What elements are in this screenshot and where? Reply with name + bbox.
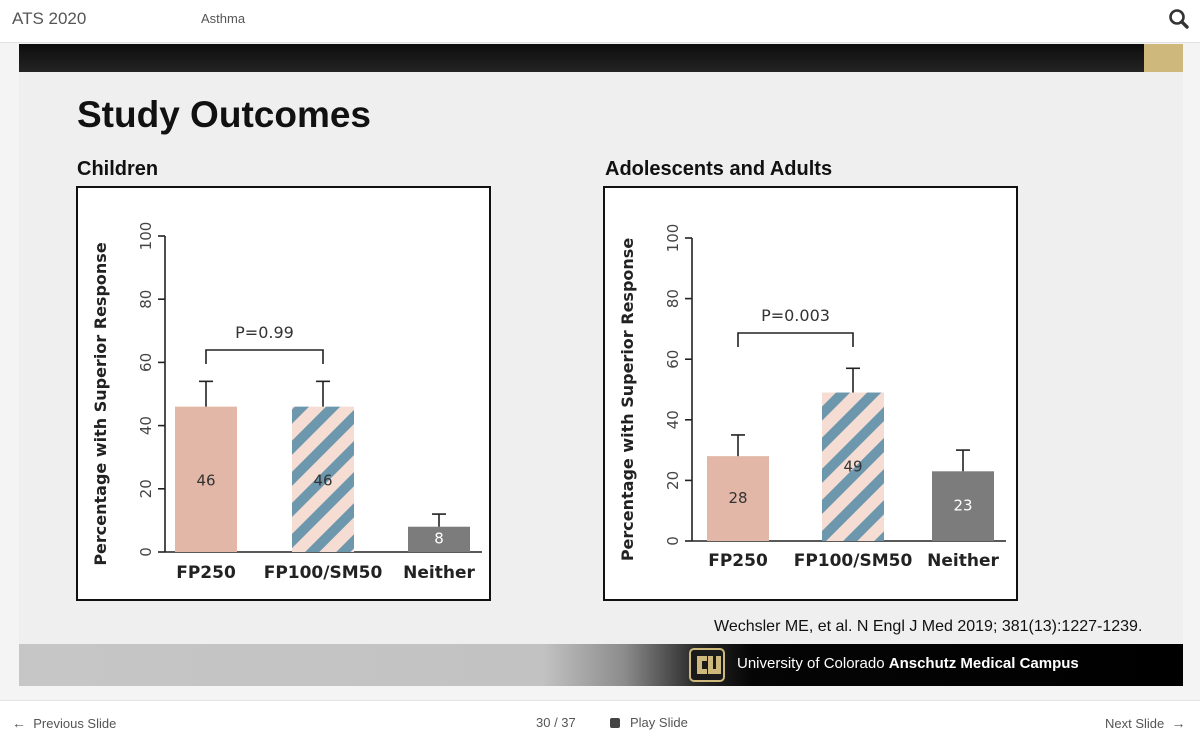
university-name: University of Colorado Anschutz Medical …: [737, 655, 1079, 672]
y-tick-label: 80: [137, 290, 155, 309]
search-icon[interactable]: [1166, 6, 1192, 32]
adults-chart: Percentage with Superior Response 0 20 40 60…: [603, 186, 1018, 601]
bar-neither: [932, 471, 994, 541]
slide-title: Study Outcomes: [77, 94, 371, 135]
y-tick-label: 60: [664, 350, 682, 369]
children-heading: Children: [77, 158, 159, 180]
x-category-label: FP250: [708, 551, 768, 571]
bar-data-label: 46: [313, 472, 332, 490]
x-category-label: FP250: [176, 563, 236, 583]
bottom-nav: ← Previous Slide 30 / 37 Play Slide Next…: [0, 700, 1200, 738]
y-tick-label: 0: [664, 536, 682, 546]
x-category-label: Neither: [927, 551, 999, 571]
bar-fp250: [707, 456, 769, 541]
x-category-label: FP100/SM50: [794, 551, 913, 571]
y-tick-label: 40: [137, 416, 155, 435]
section-label: Asthma: [201, 11, 246, 26]
y-tick-label: 100: [137, 222, 155, 251]
play-slide-button[interactable]: Play Slide: [610, 715, 688, 730]
y-axis-label: Percentage with Superior Response: [618, 238, 637, 561]
y-tick-label: 40: [664, 410, 682, 429]
bar-data-label: 23: [953, 496, 972, 514]
x-category-label: Neither: [403, 563, 475, 583]
x-category-label: FP100/SM50: [264, 563, 383, 583]
adults-chart-svg: Percentage with Superior Response 0 20 40 60…: [618, 224, 1006, 571]
adults-heading: Adolescents and Adults: [605, 158, 833, 180]
app-title: ATS 2020: [12, 9, 87, 28]
university-label: University of Colorado: [737, 655, 889, 672]
children-chart-svg: Percentage with Superior Response 0 20 40 60…: [91, 222, 482, 583]
page-counter: 30 / 37: [536, 715, 576, 730]
significance-bracket: [737, 332, 854, 347]
bar-data-label: 49: [843, 458, 862, 476]
bar-fp250: [175, 406, 237, 552]
y-tick-label: 0: [137, 547, 155, 557]
bar-data-label: 8: [434, 530, 444, 548]
play-slide-label: Play Slide: [630, 715, 688, 730]
y-tick-label: 60: [137, 353, 155, 372]
previous-slide-button[interactable]: ← Previous Slide: [12, 715, 116, 731]
cu-logo-icon: [689, 648, 725, 682]
previous-slide-label: Previous Slide: [33, 716, 117, 731]
campus-label: Anschutz Medical Campus: [888, 655, 1079, 672]
bar-data-label: 28: [728, 489, 747, 507]
citation: Wechsler ME, et al. N Engl J Med 2019; 3…: [714, 618, 1143, 635]
bar-neither: [408, 526, 470, 552]
slide-canvas: Study Outcomes Children Adolescents and …: [19, 44, 1183, 686]
y-tick-label: 20: [137, 479, 155, 498]
y-tick-label: 100: [664, 224, 682, 253]
arrow-right-icon: →: [1171, 715, 1186, 731]
slide-header-bar: [19, 44, 1144, 72]
p-value-annotation: P=0.99: [235, 323, 294, 342]
arrow-left-icon: ←: [12, 715, 26, 731]
y-axis-label: Percentage with Superior Response: [91, 242, 110, 565]
children-chart: Percentage with Superior Response 0 20 40 60…: [76, 186, 491, 601]
next-slide-label: Next Slide: [1105, 716, 1165, 731]
top-bar: ATS 2020 Asthma: [0, 0, 1200, 43]
p-value-annotation: P=0.003: [761, 306, 830, 325]
stop-square-icon: [610, 718, 620, 728]
significance-bracket: [205, 349, 324, 364]
y-tick-label: 20: [664, 471, 682, 490]
next-slide-button[interactable]: Next Slide →: [1105, 715, 1185, 731]
bar-fp100-sm50: [292, 406, 354, 552]
bar-data-label: 46: [196, 472, 215, 490]
footer-band: University of Colorado Anschutz Medical …: [19, 644, 1183, 686]
slide-gold-accent: [1144, 44, 1183, 72]
bar-fp100-sm50: [822, 392, 884, 541]
y-tick-label: 80: [664, 289, 682, 308]
